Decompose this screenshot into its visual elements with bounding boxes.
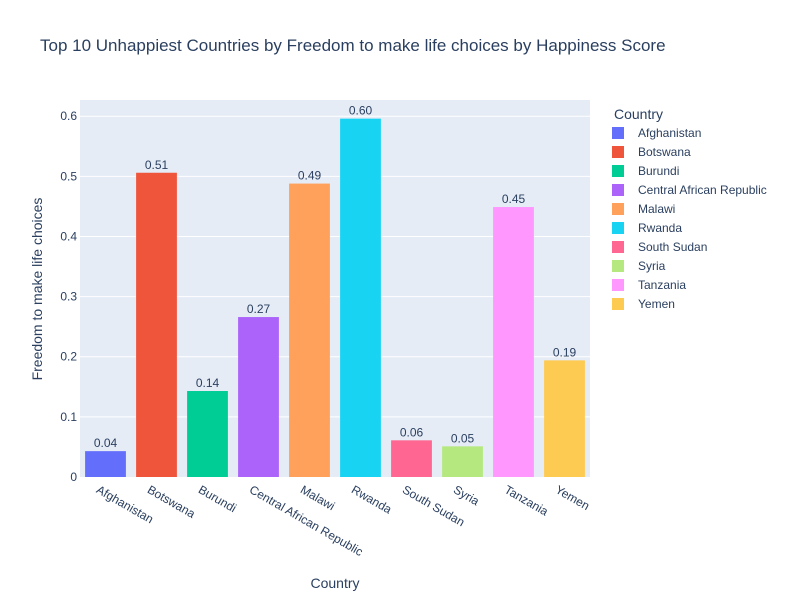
bar-data-labels: 0.04 0.51 0.14 0.27 0.49 0.60 0.06 0.05 0.45 0.19 [94, 104, 577, 451]
bar-data-label: 0.19 [553, 345, 577, 359]
bar-central-african-republic [238, 317, 279, 477]
legend-item-label[interactable]: Botswana [638, 145, 691, 159]
bar-rwanda [340, 118, 381, 477]
bar-syria [442, 446, 483, 477]
legend-item-label[interactable]: Burundi [638, 164, 679, 178]
bar-data-label: 0.05 [451, 431, 475, 445]
bar-yemen [544, 360, 585, 477]
bar-data-label: 0.06 [400, 425, 424, 439]
bar-data-label: 0.45 [502, 192, 526, 206]
x-axis-title: Country [310, 575, 359, 591]
legend-swatch[interactable] [612, 165, 624, 177]
bar-burundi [187, 391, 228, 477]
bar-tanzania [493, 207, 534, 478]
legend-swatch[interactable] [612, 146, 624, 158]
y-tick-label: 0.2 [60, 350, 77, 364]
bar-afghanistan [85, 451, 126, 477]
bar-data-label: 0.14 [196, 376, 220, 390]
legend-item-label[interactable]: Central African Republic [638, 183, 767, 197]
bar-malawi [289, 183, 330, 478]
legend-swatch[interactable] [612, 241, 624, 253]
bar-data-label: 0.49 [298, 169, 322, 183]
bar-data-label: 0.04 [94, 436, 118, 450]
bars [85, 118, 585, 478]
y-tick-label: 0 [70, 470, 77, 484]
y-tick-label: 0.1 [60, 410, 77, 424]
legend-item-label[interactable]: Rwanda [638, 221, 682, 235]
chart-title: Top 10 Unhappiest Countries by Freedom t… [40, 36, 666, 55]
bar-data-label: 0.51 [145, 158, 169, 172]
legend-item-label[interactable]: Malawi [638, 202, 675, 216]
legend-swatch[interactable] [612, 222, 624, 234]
legend-item-label[interactable]: Tanzania [638, 278, 686, 292]
legend: Country Afghanistan Botswana Burundi Centra… [612, 106, 767, 311]
y-tick-label: 0.5 [60, 169, 77, 183]
y-tick-label: 0.3 [60, 290, 77, 304]
legend-swatch[interactable] [612, 298, 624, 310]
y-axis-title: Freedom to make life choices [29, 198, 45, 381]
bar-botswana [136, 172, 177, 477]
legend-item-label[interactable]: South Sudan [638, 240, 707, 254]
legend-title: Country [614, 106, 663, 122]
bar-data-label: 0.27 [247, 302, 271, 316]
bar-south-sudan [391, 440, 432, 477]
legend-swatch[interactable] [612, 203, 624, 215]
legend-swatch[interactable] [612, 279, 624, 291]
y-tick-label: 0.6 [60, 109, 77, 123]
legend-item-label[interactable]: Syria [638, 259, 666, 273]
bar-data-label: 0.60 [349, 104, 373, 118]
legend-item-label[interactable]: Yemen [638, 297, 675, 311]
y-axis-ticks: 0 0.1 0.2 0.3 0.4 0.5 0.6 [60, 109, 77, 484]
y-tick-label: 0.4 [60, 229, 77, 243]
legend-item-label[interactable]: Afghanistan [638, 126, 701, 140]
legend-swatch[interactable] [612, 127, 624, 139]
legend-swatch[interactable] [612, 184, 624, 196]
legend-swatch[interactable] [612, 260, 624, 272]
